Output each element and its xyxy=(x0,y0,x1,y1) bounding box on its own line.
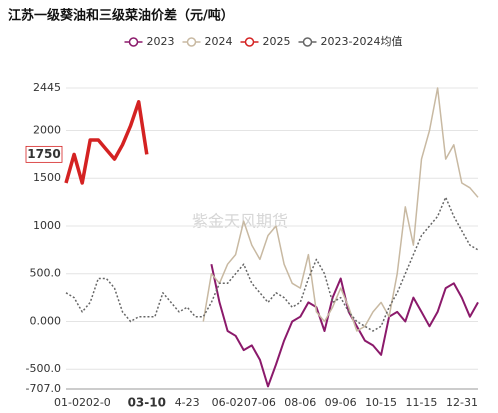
legend-item[interactable]: 2023-2024均值 xyxy=(298,35,403,48)
x-tick-label: 11-15 xyxy=(405,396,437,409)
legend-marker[interactable] xyxy=(302,37,313,47)
watermark: 紫金天风期货 xyxy=(192,212,288,231)
x-tick-label: 4-23 xyxy=(175,396,200,409)
legend-marker[interactable] xyxy=(128,37,139,47)
legend-item[interactable]: 2025 xyxy=(240,35,291,48)
crosshair-y-label: 1750 xyxy=(27,147,60,161)
x-tick-label: 02-0 xyxy=(86,396,111,409)
x-tick-label: 06-02 xyxy=(212,396,244,409)
legend-marker[interactable] xyxy=(244,37,255,47)
series-line xyxy=(65,196,479,332)
y-tick-label: 2445 xyxy=(33,81,61,94)
x-tick-label: 09-06 xyxy=(325,396,357,409)
chart-title: 江苏一级葵油和三级菜油价差（元/吨） xyxy=(8,8,234,24)
series-line xyxy=(202,87,479,332)
x-tick-label: 10-15 xyxy=(365,396,397,409)
series-line xyxy=(210,263,479,388)
crosshair-label-box xyxy=(25,145,63,163)
x-tick-label: 03-10 xyxy=(128,396,166,410)
x-tick-label: 08-06 xyxy=(284,396,316,409)
y-tick-label: 0.000 xyxy=(30,314,62,327)
legend-label[interactable]: 2023 xyxy=(147,35,175,48)
legend-item[interactable]: 2024 xyxy=(182,35,233,48)
x-tick-label: 01-02 xyxy=(54,396,86,409)
x-tick-label: 07-06 xyxy=(244,396,276,409)
y-tick-label: 1000 xyxy=(33,219,61,232)
y-tick-label: -707.0 xyxy=(26,382,61,395)
x-tick-label: 12-31 xyxy=(446,396,478,409)
y-tick-label: 500.0 xyxy=(30,267,62,280)
legend-label[interactable]: 2025 xyxy=(263,35,291,48)
legend-marker[interactable] xyxy=(186,37,197,47)
legend-item[interactable]: 2023 xyxy=(124,35,175,48)
legend-label[interactable]: 2024 xyxy=(205,35,233,48)
y-tick-label: -500.0 xyxy=(26,362,61,375)
legend-label[interactable]: 2023-2024均值 xyxy=(321,35,403,48)
y-tick-label: 2000 xyxy=(33,123,61,136)
series-line xyxy=(64,100,149,185)
y-tick-label: 1500 xyxy=(33,171,61,184)
